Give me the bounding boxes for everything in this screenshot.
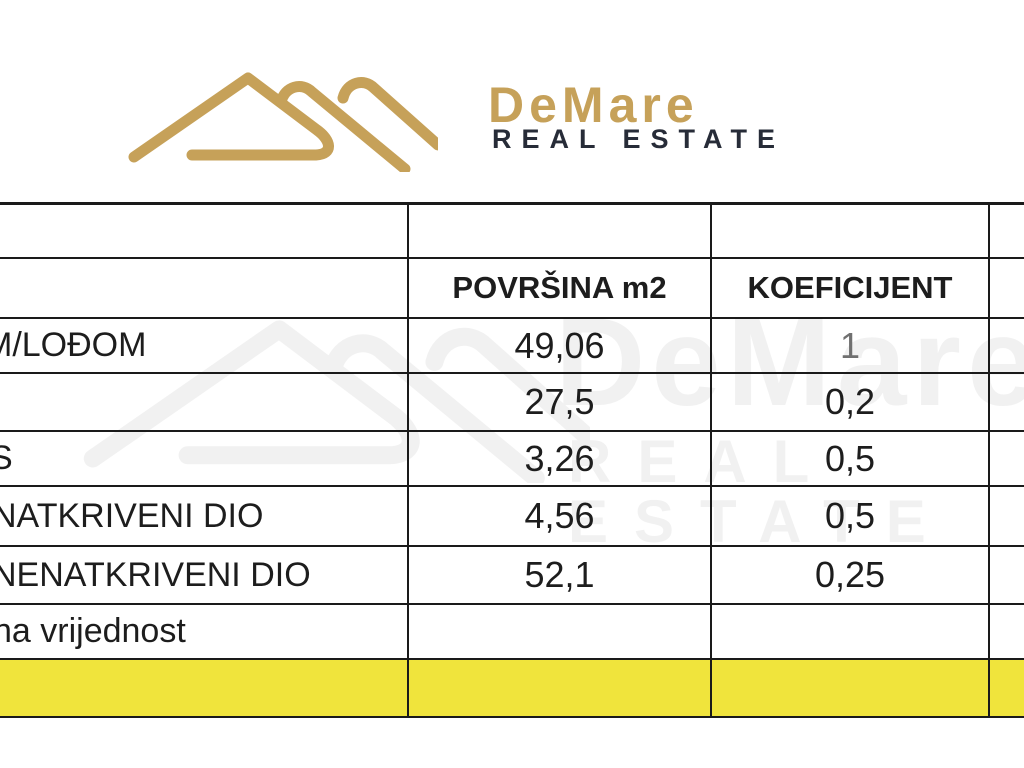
row-label-cell: NENATKRIVENI DIO	[0, 555, 311, 594]
area-column-header: POVRŠINA m2	[407, 259, 710, 317]
row-label-cell	[0, 259, 407, 317]
area-cell: 27,5	[407, 374, 710, 430]
table-row: S 3,26 0,5	[0, 432, 1024, 487]
coefficient-cell: 0,5	[710, 487, 988, 545]
table-row: NATKRIVENI DIO 4,56 0,5	[0, 487, 1024, 547]
row-label-cell: M/LOĐOM	[0, 326, 147, 364]
area-cell	[407, 660, 710, 716]
table-row: 27,5 0,2	[0, 374, 1024, 432]
extra-cell	[988, 432, 1024, 485]
table-header-row: POVRŠINA m2 KOEFICIJENT	[0, 259, 1024, 319]
highlighted-total-row	[0, 660, 1024, 718]
row-label-cell: NATKRIVENI DIO	[0, 496, 264, 535]
coefficient-table: POVRŠINA m2 KOEFICIJENT M/LOĐOM 49,06 1 …	[0, 202, 1024, 718]
extra-cell	[988, 605, 1024, 658]
coefficient-cell: 0,25	[710, 547, 988, 603]
coefficient-cell	[710, 605, 988, 658]
table-row: NENATKRIVENI DIO 52,1 0,25	[0, 547, 1024, 605]
table-row: na vrijednost	[0, 605, 1024, 660]
extra-cell	[988, 660, 1024, 716]
area-cell: 52,1	[407, 547, 710, 603]
table-row: M/LOĐOM 49,06 1	[0, 319, 1024, 374]
row-label-cell	[0, 660, 407, 716]
extra-cell	[988, 487, 1024, 545]
coefficient-cell: 1	[710, 319, 988, 372]
extra-cell	[988, 205, 1024, 257]
row-label-cell	[0, 374, 407, 430]
extra-cell	[988, 374, 1024, 430]
area-cell: 4,56	[407, 487, 710, 545]
area-cell: 49,06	[407, 319, 710, 372]
row-label-cell: S	[0, 439, 13, 477]
coefficient-cell: 0,5	[710, 432, 988, 485]
demare-mountain-logo-icon	[128, 72, 438, 172]
coefficient-cell: 0,2	[710, 374, 988, 430]
coefficient-cell	[710, 660, 988, 716]
coefficient-cell	[710, 205, 988, 257]
extra-cell	[988, 547, 1024, 603]
area-cell: 3,26	[407, 432, 710, 485]
area-cell	[407, 605, 710, 658]
row-label-cell	[0, 205, 407, 257]
brand-subtitle: REAL ESTATE	[492, 124, 786, 154]
extra-cell	[988, 259, 1024, 317]
extra-cell	[988, 319, 1024, 372]
coefficient-column-header: KOEFICIJENT	[710, 259, 988, 317]
brand-name: DeMare	[488, 77, 699, 133]
row-label-cell: na vrijednost	[0, 612, 186, 650]
table-row-empty	[0, 205, 1024, 259]
area-cell	[407, 205, 710, 257]
